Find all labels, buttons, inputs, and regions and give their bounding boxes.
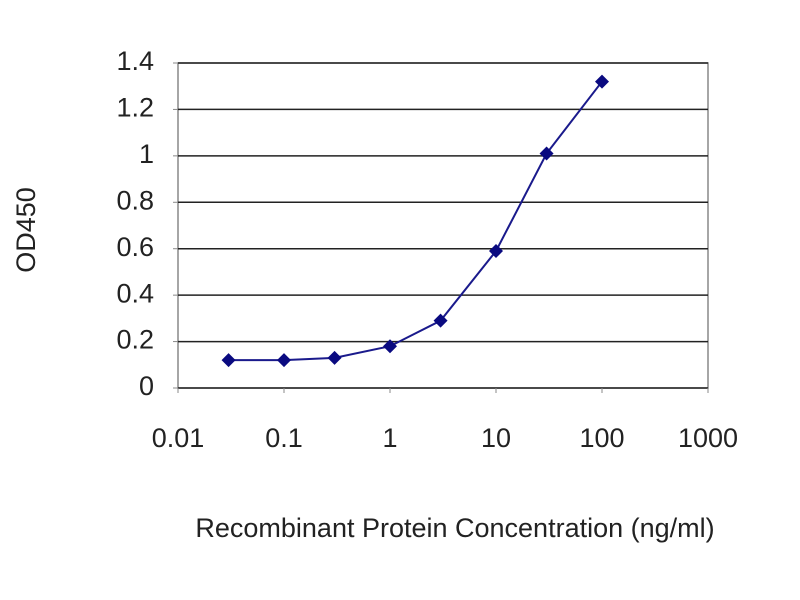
- plot-area: [177, 62, 709, 389]
- y-tick-label: 0.2: [116, 325, 154, 355]
- data-point: [539, 146, 554, 161]
- data-point: [277, 353, 291, 368]
- x-tick-label: 10: [481, 423, 511, 453]
- y-tick-label: 1.2: [116, 93, 154, 123]
- data-point: [327, 350, 342, 365]
- data-point: [595, 74, 609, 89]
- x-tick-label: 100: [579, 423, 624, 453]
- y-axis-label: OD450: [11, 187, 41, 273]
- y-tick-label: 1.4: [116, 46, 154, 76]
- x-tick-label: 1000: [678, 423, 738, 453]
- y-tick-label: 0.4: [116, 278, 154, 308]
- x-tick-label: 1: [382, 423, 397, 453]
- y-tick-label: 0.6: [116, 232, 154, 262]
- x-axis-label: Recombinant Protein Concentration (ng/ml…: [195, 513, 714, 543]
- data-point: [383, 339, 397, 354]
- data-point: [433, 313, 448, 328]
- data-point: [489, 244, 503, 259]
- x-tick-label: 0.01: [152, 423, 205, 453]
- y-tick-label: 0.8: [116, 185, 154, 215]
- data-point: [221, 353, 236, 368]
- data-line: [228, 80, 603, 362]
- y-tick-label: 1: [139, 139, 154, 169]
- x-tick-label: 0.1: [265, 423, 303, 453]
- y-tick-label: 0: [139, 371, 154, 401]
